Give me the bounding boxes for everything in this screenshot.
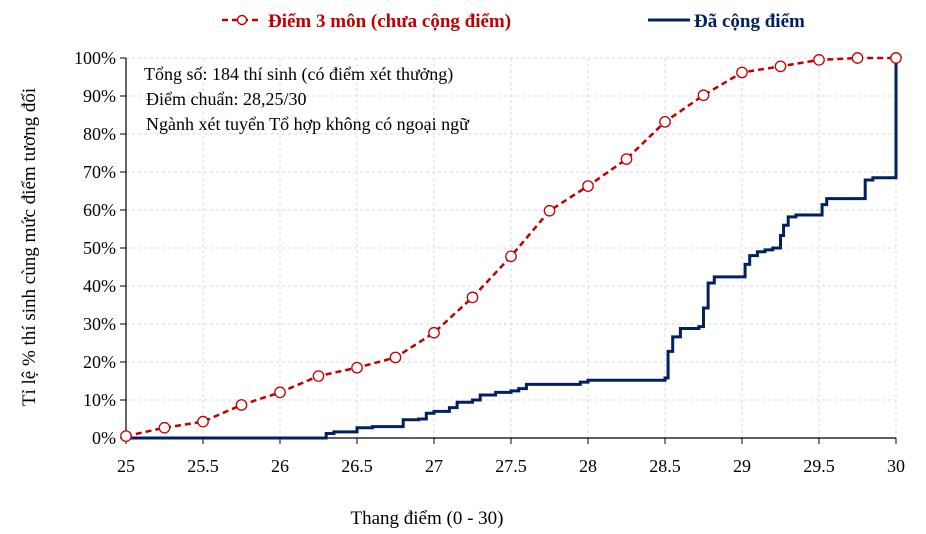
- data-point-score3: [582, 180, 594, 192]
- y-tick-label: 100%: [74, 48, 116, 68]
- x-tick-label: 27: [425, 456, 443, 476]
- annotation-total: Tổng số: 184 thí sinh (có điểm xét thưởn…: [144, 64, 453, 85]
- annotation-box: Tổng số: 184 thí sinh (có điểm xét thưởn…: [144, 64, 470, 134]
- legend: Điểm 3 môn (chưa cộng điểm) Đã cộng điểm: [222, 11, 805, 32]
- data-point-score3: [428, 326, 440, 339]
- annotation-combination: Ngành xét tuyển Tổ hợp không có ngoại ng…: [146, 114, 470, 134]
- x-tick-label: 27.5: [495, 456, 527, 476]
- data-point-score3: [774, 60, 787, 73]
- y-tick-label: 40%: [83, 276, 116, 296]
- data-point-score3: [235, 399, 248, 411]
- series-line-score3: [125, 56, 896, 438]
- y-tick-label: 20%: [83, 352, 116, 372]
- annotation-cutoff: Điểm chuẩn: 28,25/30: [146, 89, 306, 109]
- data-point-score3: [890, 52, 902, 64]
- x-tick-label: 28: [579, 456, 597, 476]
- y-axis-title: Tỉ lệ % thí sinh cùng mức điểm tương đối: [19, 88, 40, 406]
- series-layer: [125, 56, 898, 440]
- legend-marker-score3: [236, 14, 248, 26]
- y-tick-label: 60%: [83, 200, 116, 220]
- data-point-score3: [312, 370, 325, 382]
- data-point-score3: [120, 430, 132, 442]
- legend-label-bonus: Đã cộng điểm: [694, 11, 805, 32]
- x-tick-label: 26.5: [341, 456, 373, 476]
- x-tick-label: 29: [733, 456, 751, 476]
- data-point-score3: [274, 386, 286, 399]
- x-tick-label: 26: [271, 456, 289, 476]
- x-tick-label: 25: [117, 456, 135, 476]
- x-tick-label: 25.5: [187, 456, 219, 476]
- data-point-score3: [620, 153, 633, 165]
- legend-label-score3: Điểm 3 môn (chưa cộng điểm): [268, 11, 511, 32]
- data-point-score3: [736, 66, 748, 79]
- axes: 0% 10% 20% 30% 40% 50% 60% 70% 80% 90% 100% 25 25.5 2…: [74, 48, 905, 476]
- data-point-score3: [813, 54, 825, 66]
- marker-layer: [120, 52, 902, 442]
- y-tick-label: 80%: [83, 124, 116, 144]
- grid: [126, 57, 897, 438]
- y-tick-label: 0%: [92, 428, 116, 448]
- y-tick-label: 90%: [83, 86, 116, 106]
- x-tick-label: 29.5: [803, 456, 835, 476]
- x-axis-title: Thang điểm (0 - 30): [350, 508, 503, 529]
- y-tick-label: 10%: [83, 390, 116, 410]
- y-tick-label: 30%: [83, 314, 116, 334]
- data-point-score3: [466, 291, 479, 304]
- data-point-score3: [659, 115, 671, 128]
- data-point-score3: [389, 351, 402, 364]
- x-tick-label: 30: [887, 456, 905, 476]
- data-point-score3: [851, 52, 864, 64]
- data-point-score3: [158, 421, 171, 434]
- y-tick-label: 50%: [83, 238, 116, 258]
- data-point-score3: [505, 250, 517, 263]
- data-point-score3: [543, 204, 556, 217]
- data-point-score3: [697, 89, 710, 102]
- series-line-bonus: [126, 58, 898, 440]
- x-tick-label: 28.5: [649, 456, 681, 476]
- data-point-score3: [351, 361, 363, 374]
- y-tick-label: 70%: [83, 162, 116, 182]
- data-point-score3: [197, 415, 209, 428]
